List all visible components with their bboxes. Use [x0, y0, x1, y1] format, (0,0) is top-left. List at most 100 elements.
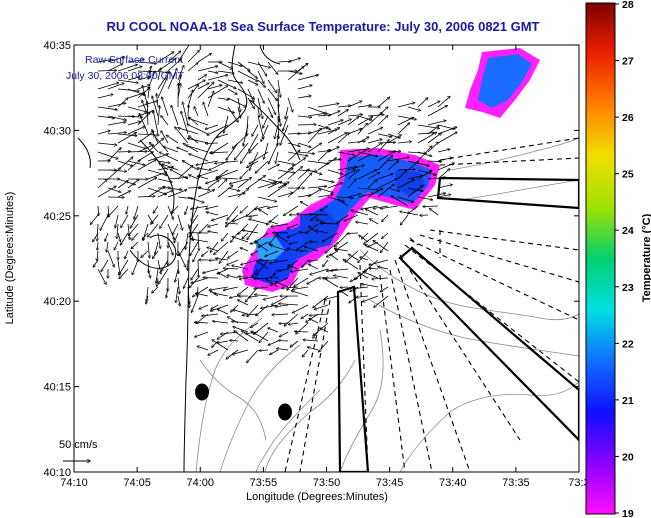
current-vector: [189, 154, 209, 162]
current-vector: [107, 187, 121, 192]
current-vector: [131, 241, 139, 249]
current-vector: [163, 147, 179, 153]
current-vector: [137, 71, 151, 72]
current-vector: [278, 115, 279, 139]
current-vector: [297, 195, 311, 198]
current-vector: [347, 101, 362, 108]
current-vector: [247, 160, 259, 168]
current-vector: [177, 295, 180, 306]
colorbar-tick-label: 25: [622, 169, 634, 181]
current-vector: [227, 97, 246, 107]
current-vector: [257, 88, 264, 103]
current-vector: [356, 222, 369, 225]
current-vector: [117, 98, 128, 108]
current-vector: [207, 70, 218, 73]
current-vector: [417, 169, 436, 175]
current-vector: [127, 160, 140, 171]
current-vector: [194, 107, 199, 117]
current-vector: [364, 232, 379, 244]
current-vector: [242, 230, 259, 234]
current-vector: [317, 115, 331, 116]
current-vector: [256, 259, 269, 275]
current-vector: [98, 205, 99, 216]
current-vector: [209, 286, 229, 290]
current-vector: [268, 142, 279, 164]
current-vector: [357, 117, 373, 126]
current-vector: [417, 151, 432, 156]
current-vector: [361, 205, 379, 209]
colorbar-tick-label: 23: [622, 282, 634, 294]
current-vector: [407, 161, 419, 171]
current-vector: [270, 277, 279, 278]
current-vector: [337, 167, 357, 171]
current-vector: [287, 66, 304, 81]
current-vector: [161, 116, 169, 126]
current-vector: [203, 102, 209, 117]
current-vector: [407, 151, 426, 153]
colorbar-label: Temperature (°C): [641, 213, 651, 302]
current-vector: [179, 241, 189, 256]
current-vector: [97, 241, 98, 250]
current-vector: [373, 241, 389, 252]
current-vector: [246, 205, 259, 216]
current-vector: [243, 124, 249, 146]
current-vector: [107, 250, 114, 267]
current-vector: [358, 250, 369, 263]
current-vector: [146, 295, 149, 304]
current-vector: [162, 164, 179, 171]
current-vector: [167, 69, 177, 90]
current-vector: [119, 268, 129, 279]
current-vector: [142, 100, 149, 117]
current-vector: [117, 132, 137, 144]
current-vector: [167, 223, 174, 240]
current-vector: [101, 259, 109, 271]
current-vector: [297, 75, 318, 81]
current-vector: [377, 184, 394, 198]
current-vector: [407, 185, 423, 198]
current-vector: [125, 250, 129, 259]
current-vector: [199, 304, 209, 309]
current-vector: [275, 124, 279, 139]
current-vector: [197, 187, 210, 190]
current-vector: [207, 86, 228, 99]
current-vector: [307, 143, 322, 153]
current-vector: [150, 143, 159, 153]
current-vector: [307, 113, 326, 117]
current-vector: [324, 295, 339, 300]
current-vector: [127, 66, 142, 72]
current-vector: [139, 114, 149, 135]
current-vector: [226, 142, 239, 160]
current-vector: [261, 124, 269, 141]
current-vector: [273, 268, 279, 276]
current-vector: [97, 115, 115, 118]
current-vector: [97, 223, 98, 241]
current-vector: [185, 232, 189, 249]
current-vector: [117, 181, 128, 189]
current-vector: [207, 124, 229, 135]
current-vector: [297, 169, 309, 180]
current-vector: [241, 259, 259, 265]
current-vector: [323, 259, 329, 267]
current-vector: [190, 241, 199, 256]
current-vector: [167, 177, 188, 180]
current-vector: [237, 97, 240, 112]
current-vector: [197, 53, 211, 63]
current-vector: [134, 205, 139, 219]
current-vector: [174, 232, 179, 243]
current-vector: [237, 177, 251, 189]
current-vector: [317, 178, 334, 182]
current-vector: [255, 241, 269, 252]
current-vector: [377, 133, 392, 137]
current-vector: [97, 60, 111, 63]
current-vector: [187, 50, 199, 63]
current-vector: [437, 195, 451, 198]
current-vector: [206, 212, 219, 216]
current-vector: [239, 278, 249, 279]
current-vector: [337, 106, 351, 107]
current-vector: [270, 277, 289, 286]
current-vector: [347, 170, 359, 180]
current-vector: [119, 259, 129, 275]
current-vector: [147, 172, 167, 180]
current-vector: [107, 64, 123, 72]
current-vector: [127, 77, 140, 81]
